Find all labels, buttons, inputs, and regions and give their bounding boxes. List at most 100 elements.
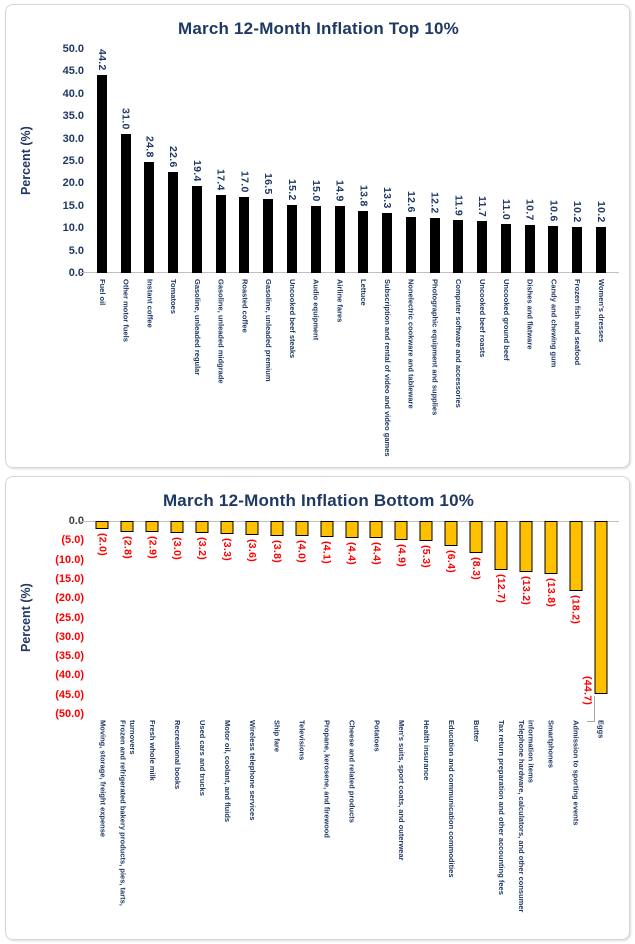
bar bbox=[494, 521, 508, 570]
bar-column: 14.9 bbox=[328, 49, 352, 273]
category-cell: Telephone hardware, calculators, and oth… bbox=[513, 720, 538, 922]
y-tick-label: 10.0 bbox=[62, 222, 84, 235]
y-tick-label: (5.0) bbox=[61, 534, 84, 547]
category-cell: Frozen fish and seafood bbox=[565, 279, 589, 457]
bar-value-label: 15.0 bbox=[309, 180, 322, 202]
bar-value-label: (3.0) bbox=[171, 537, 184, 561]
category-cell: Gasoline, unleaded premium bbox=[256, 279, 280, 457]
category-label: Televisions bbox=[297, 720, 307, 761]
bar-column: (5.3) bbox=[414, 521, 439, 714]
category-label: Gasoline, unleaded premium bbox=[264, 279, 274, 382]
category-cell: Televisions bbox=[289, 720, 314, 922]
bar-value-label: 12.2 bbox=[428, 192, 441, 214]
y-tick-label: (50.0) bbox=[55, 708, 84, 720]
bar-column: 22.6 bbox=[161, 49, 185, 273]
bar-value-label: (44.7) bbox=[581, 676, 594, 706]
category-label: Photographic equipment and supplies bbox=[430, 279, 440, 416]
bar-column: (4.0) bbox=[289, 521, 314, 714]
category-cell: Wireless telephone services bbox=[239, 720, 264, 922]
bar bbox=[120, 134, 131, 273]
bar bbox=[429, 218, 440, 273]
bar-value-label: (2.8) bbox=[121, 536, 134, 560]
bar-column: (6.4) bbox=[439, 521, 464, 714]
category-label: Butter bbox=[471, 720, 481, 743]
category-label: Health insurance bbox=[422, 720, 432, 781]
y-tick-label: (25.0) bbox=[55, 611, 84, 624]
category-cell: Roasted coffee bbox=[233, 279, 257, 457]
bar-value-label: (3.3) bbox=[220, 538, 233, 562]
category-cell: Candy and chewing gum bbox=[542, 279, 566, 457]
category-cell: Gasoline, unleaded midgrade bbox=[209, 279, 233, 457]
bar-column: 10.2 bbox=[565, 49, 589, 273]
category-cell: Computer software and accessories bbox=[446, 279, 470, 457]
bar bbox=[320, 521, 334, 537]
category-label: Education and communication commodities bbox=[447, 720, 457, 878]
bar-value-label: 44.2 bbox=[95, 49, 108, 71]
bar-column: 13.3 bbox=[375, 49, 399, 273]
bar-value-label: (4.4) bbox=[345, 542, 358, 566]
zero-gridline bbox=[80, 272, 619, 273]
bar-value-label: 11.9 bbox=[452, 194, 465, 216]
bar-column: 17.0 bbox=[233, 49, 257, 273]
category-label: Smartphones bbox=[546, 720, 556, 768]
bar-column: 12.6 bbox=[399, 49, 423, 273]
bar-value-label: 22.6 bbox=[167, 146, 180, 168]
bar bbox=[572, 227, 583, 273]
bar-value-label: 11.0 bbox=[499, 198, 512, 220]
category-cell: Audio equipment bbox=[304, 279, 328, 457]
category-cell: Women's dresses bbox=[589, 279, 613, 457]
y-tick-label: 0.0 bbox=[68, 515, 84, 527]
category-axis: Fuel oil Other motor fuels Instant coffee T… bbox=[90, 279, 613, 457]
bar-value-label: (8.3) bbox=[470, 557, 483, 581]
category-cell: Other motor fuels bbox=[114, 279, 138, 457]
y-tick-label: 0.0 bbox=[68, 267, 84, 279]
category-label: Dishes and flatware bbox=[525, 279, 535, 350]
bar-value-label: 16.5 bbox=[262, 173, 275, 195]
plot-area: (2.0) (2.8) (2.9) (3.0) (3.2) (3.3) (3.6) (3.8)… bbox=[80, 521, 619, 722]
category-label: Gasoline, unleaded regular bbox=[192, 279, 202, 376]
bar-value-label: (3.6) bbox=[245, 539, 258, 563]
category-label: Uncooked ground beef bbox=[501, 279, 511, 361]
category-cell: Airline fares bbox=[328, 279, 352, 457]
bar-column: (3.0) bbox=[165, 521, 190, 714]
bar bbox=[96, 75, 107, 273]
y-tick-label: (15.0) bbox=[55, 572, 84, 585]
y-axis-title: Percent (%) bbox=[19, 583, 33, 652]
category-label: Candy and chewing gum bbox=[549, 279, 559, 368]
category-cell: Photographic equipment and supplies bbox=[423, 279, 447, 457]
bar bbox=[477, 221, 488, 273]
bar bbox=[144, 162, 155, 273]
bars: 44.2 31.0 24.8 22.6 19.4 17.4 17.0 16.5 15.2 15.0… bbox=[90, 49, 613, 273]
category-cell: Butter bbox=[464, 720, 489, 922]
category-label: Tomatoes bbox=[169, 279, 179, 314]
bar-value-label: (4.0) bbox=[295, 540, 308, 564]
bar-column: (4.1) bbox=[314, 521, 339, 714]
bar-value-label: 31.0 bbox=[119, 108, 132, 130]
bar bbox=[245, 521, 259, 535]
bar-column: (8.3) bbox=[464, 521, 489, 714]
bar-column: 15.2 bbox=[280, 49, 304, 273]
bars: (2.0) (2.8) (2.9) (3.0) (3.2) (3.3) (3.6) (3.8)… bbox=[90, 521, 613, 722]
bar-column: 31.0 bbox=[114, 49, 138, 273]
category-label: Cheese and related products bbox=[347, 720, 357, 823]
bar bbox=[394, 521, 408, 540]
y-tick-label: 45.0 bbox=[62, 65, 84, 78]
plot-main: (2.0) (2.8) (2.9) (3.0) (3.2) (3.3) (3.6) (3.8)… bbox=[80, 521, 621, 922]
bar bbox=[405, 217, 416, 273]
bar bbox=[519, 521, 533, 572]
category-label: Recreational books bbox=[173, 720, 183, 790]
bar-column: 17.4 bbox=[209, 49, 233, 273]
bar-column: (13.2) bbox=[513, 521, 538, 714]
bar bbox=[500, 224, 511, 273]
y-axis-ticks: 0.0 (5.0) (10.0) (15.0) (20.0) (25.0) (30.0) (3… bbox=[36, 515, 90, 922]
bar bbox=[220, 521, 234, 534]
bar bbox=[548, 226, 559, 273]
category-cell: Cheese and related products bbox=[339, 720, 364, 922]
bar-column: 15.0 bbox=[304, 49, 328, 273]
bar-value-label: 19.4 bbox=[190, 160, 203, 182]
category-label: Gasoline, unleaded midgrade bbox=[216, 279, 226, 384]
category-cell: Subscription and rental of video and vid… bbox=[375, 279, 399, 457]
y-axis-ticks: 50.0 45.0 40.0 35.0 30.0 25.0 20.0 15.0 10.0 5.0 0… bbox=[36, 43, 90, 457]
bar bbox=[295, 521, 309, 536]
